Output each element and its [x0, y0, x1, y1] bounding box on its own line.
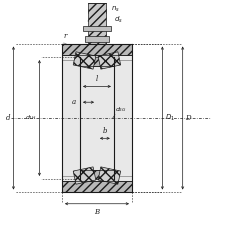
- Bar: [62, 44, 131, 192]
- Text: B: B: [94, 208, 99, 216]
- Text: $d_{2G}$: $d_{2G}$: [114, 105, 126, 114]
- Text: l: l: [95, 75, 98, 83]
- Text: $D_1$: $D_1$: [164, 113, 174, 123]
- Text: $d_s$: $d_s$: [113, 15, 122, 25]
- Text: d: d: [6, 114, 11, 122]
- Text: r: r: [63, 32, 66, 40]
- Text: D: D: [185, 114, 190, 122]
- Text: $d_{1H}$: $d_{1H}$: [25, 114, 37, 122]
- Text: b: b: [102, 127, 107, 135]
- Bar: [84, 36, 109, 42]
- Polygon shape: [73, 52, 95, 69]
- Polygon shape: [73, 167, 95, 184]
- Polygon shape: [80, 57, 113, 66]
- Bar: [83, 25, 110, 31]
- Polygon shape: [62, 44, 131, 55]
- Text: a: a: [71, 98, 75, 106]
- Polygon shape: [98, 52, 120, 69]
- Polygon shape: [62, 181, 131, 192]
- Polygon shape: [80, 170, 113, 179]
- Polygon shape: [98, 167, 120, 184]
- Text: $n_s$: $n_s$: [111, 5, 120, 14]
- Bar: [88, 3, 105, 44]
